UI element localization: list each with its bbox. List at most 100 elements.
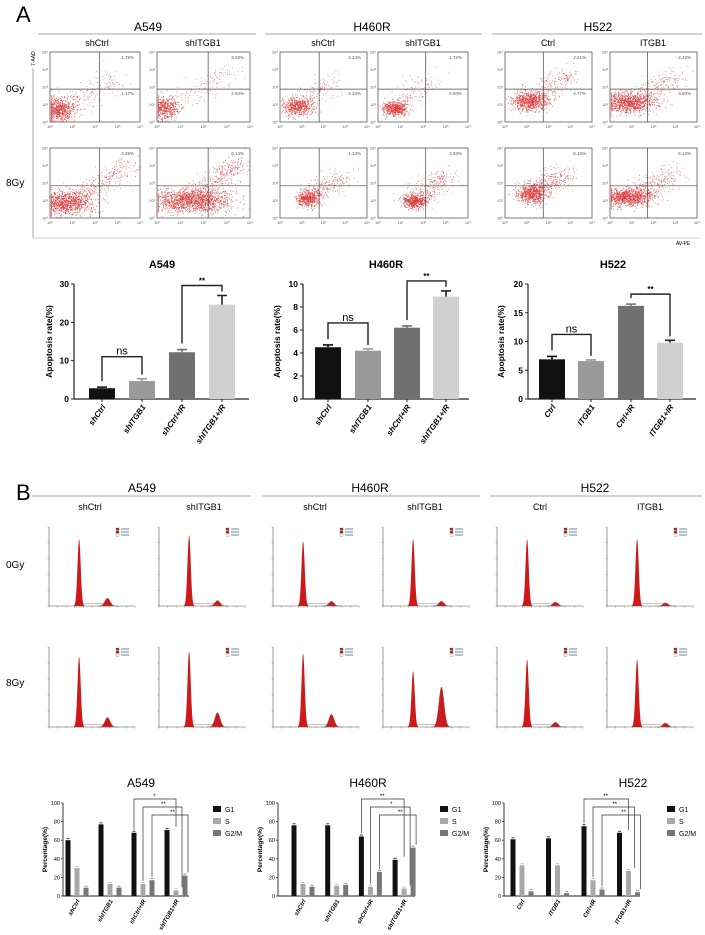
legend-swatch bbox=[225, 647, 230, 651]
y-tick-label: 10¹ bbox=[602, 102, 608, 107]
g2m-peak bbox=[207, 712, 228, 728]
y-tick-label: 10¹ bbox=[497, 102, 503, 107]
x-tick-label: 10¹ bbox=[398, 220, 404, 225]
x-tick-label: 10³ bbox=[672, 220, 678, 225]
legend-label: G2/M bbox=[225, 831, 242, 838]
y-tick-label: 10¹ bbox=[272, 102, 278, 107]
y-tick-label: 10⁰ bbox=[42, 120, 48, 125]
bar-g1 bbox=[546, 838, 551, 896]
x-tick-label: Ctrl bbox=[516, 899, 527, 911]
bar-g1 bbox=[358, 836, 364, 896]
bar-g2m bbox=[83, 887, 89, 896]
y-tick-label: 10⁰ bbox=[602, 216, 608, 221]
y-tick-label: 0 bbox=[57, 894, 60, 900]
y-tick-label: 20 bbox=[495, 875, 501, 881]
condition-label: ITGB1 bbox=[640, 38, 666, 48]
x-tick-label: 10⁰ bbox=[47, 124, 53, 129]
cell-events bbox=[50, 155, 140, 219]
significance-bracket bbox=[327, 322, 369, 345]
legend-swatch bbox=[115, 530, 120, 534]
s-phase-curve bbox=[527, 602, 556, 605]
legend-swatch bbox=[673, 647, 678, 651]
significance-label: ** bbox=[380, 794, 385, 800]
legend-swatch bbox=[440, 818, 448, 824]
x-tick-label: 10⁴ bbox=[364, 220, 370, 225]
bar-g2m bbox=[116, 887, 122, 896]
cell-cycle-bar-chart: H460R Percentage(%) 0 20 40 60 80 100 shCtrl shIT… bbox=[257, 776, 469, 932]
x-tick-label: shITGB1+IR bbox=[158, 898, 181, 931]
x-tick-label: 10² bbox=[546, 220, 552, 225]
histogram bbox=[157, 646, 246, 729]
y-tick-label: 20 bbox=[514, 279, 524, 289]
x-tick-label: 10⁰ bbox=[277, 124, 283, 129]
y-tick-label: 10⁰ bbox=[272, 120, 278, 125]
x-tick-label: shITGB1+IR bbox=[418, 403, 452, 446]
significance-label: ** bbox=[199, 277, 206, 286]
x-tick-label: shITGB1+IR bbox=[387, 898, 410, 931]
significance-label: ** bbox=[170, 810, 175, 816]
error-bar bbox=[217, 294, 227, 305]
legend-swatch bbox=[115, 533, 120, 537]
significance-bracket bbox=[133, 798, 177, 830]
y-tick-label: 10¹ bbox=[602, 198, 608, 203]
y-tick-label: 10¹ bbox=[370, 102, 376, 107]
dose-label-0gy: 0Gy bbox=[6, 84, 24, 95]
x-tick-label: 10² bbox=[321, 220, 327, 225]
x-tick-label: ITGB1 bbox=[576, 403, 597, 428]
error-bar bbox=[323, 344, 333, 348]
legend-swatch bbox=[563, 530, 568, 534]
legend-label: S bbox=[225, 819, 230, 826]
condition-label: shITGB1 bbox=[405, 38, 441, 48]
x-tick-label: 10² bbox=[420, 124, 426, 129]
condition-label: Ctrl bbox=[541, 38, 555, 48]
lower-right-percent: 2.33% bbox=[348, 91, 361, 96]
significance-label: ** bbox=[612, 802, 617, 808]
significance-label: ** bbox=[161, 802, 166, 808]
s-phase-curve bbox=[637, 723, 666, 726]
x-tick-label: Ctrl+IR bbox=[583, 898, 598, 919]
y-tick-label: 10⁴ bbox=[602, 50, 608, 55]
significance-bracket bbox=[406, 280, 447, 320]
g1-peak bbox=[182, 534, 196, 606]
bar-g1 bbox=[325, 825, 331, 896]
error-bar bbox=[97, 386, 107, 389]
x-tick-label: 10¹ bbox=[524, 124, 530, 129]
x-tick-label: 10⁰ bbox=[607, 220, 613, 225]
x-tick-label: 10⁰ bbox=[154, 220, 160, 225]
chart-title: H460R bbox=[369, 259, 403, 271]
cell-events bbox=[379, 60, 450, 121]
x-tick-label: 10⁴ bbox=[247, 220, 253, 225]
lower-right-percent: 2.84% bbox=[231, 91, 244, 96]
y-tick-label: 10⁴ bbox=[272, 146, 278, 151]
bar-g1 bbox=[131, 832, 137, 896]
lower-right-percent: 3.80% bbox=[678, 91, 691, 96]
y-tick-label: 0 bbox=[498, 894, 501, 900]
y-tick-label: 10⁰ bbox=[272, 216, 278, 221]
y-tick-label: 80 bbox=[269, 820, 275, 826]
upper-right-percent: 4.25% bbox=[121, 151, 134, 156]
y-tick-label: 0 bbox=[293, 394, 298, 404]
y-tick-label: 10² bbox=[602, 85, 608, 90]
significance-bracket bbox=[630, 293, 671, 337]
legend-label: S bbox=[452, 819, 457, 826]
bar-g1 bbox=[617, 832, 622, 896]
legend-swatch bbox=[563, 650, 568, 654]
y-tick-label: 20 bbox=[269, 875, 275, 881]
panel-a-label: A bbox=[16, 2, 31, 27]
x-tick-label: 10⁴ bbox=[589, 220, 595, 225]
legend-swatch bbox=[339, 650, 344, 654]
significance-bracket bbox=[379, 814, 417, 869]
x-tick-label: 10⁰ bbox=[375, 220, 381, 225]
y-tick-label: 30 bbox=[60, 279, 70, 289]
legend-swatch bbox=[563, 653, 568, 657]
y-tick-label: 6 bbox=[293, 325, 298, 335]
error-bar bbox=[665, 339, 675, 343]
histogram bbox=[157, 526, 246, 608]
significance-label: ** bbox=[398, 810, 403, 816]
legend-swatch bbox=[563, 527, 568, 531]
y-tick-label: 10⁴ bbox=[497, 50, 503, 55]
bar-g2m bbox=[182, 875, 188, 896]
x-tick-label: 10³ bbox=[342, 124, 348, 129]
